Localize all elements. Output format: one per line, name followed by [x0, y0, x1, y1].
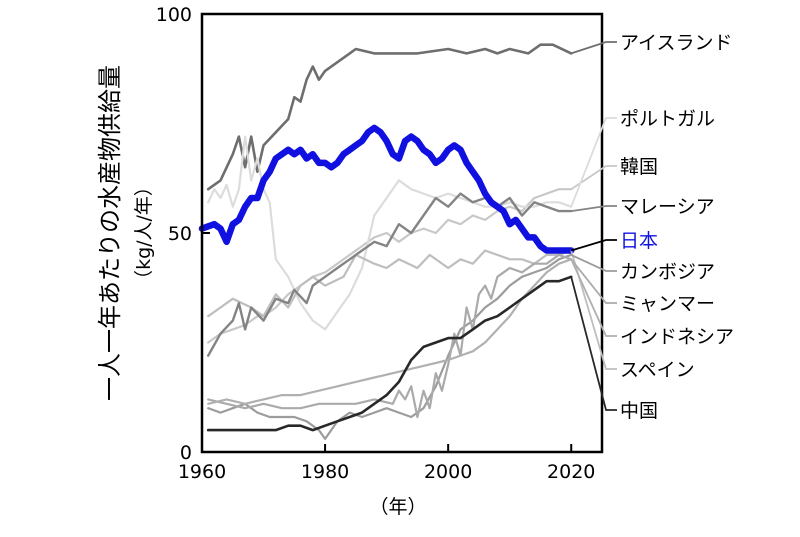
series-line-myanmar	[207, 253, 573, 419]
series-line-iceland	[206, 43, 573, 191]
plot-frame	[200, 12, 604, 454]
series-label-myanmar: ミャンマー	[620, 293, 715, 315]
leader-line-japan	[570, 239, 617, 252]
series-label-korea: 韓国	[620, 156, 658, 178]
series-label-spain: スペイン	[620, 359, 695, 381]
x-axis-label: （年）	[369, 496, 426, 518]
series-label-china: 中国	[620, 400, 658, 422]
x-tick-label: 2000	[424, 461, 472, 483]
series-line-malaysia	[207, 192, 573, 357]
leader-line-portugal	[570, 117, 617, 208]
series-line-portugal	[207, 135, 573, 331]
series-line-spain	[207, 249, 573, 318]
leader-line-korea	[570, 165, 617, 190]
y-tick-label: 0	[180, 442, 192, 464]
series-label-cambodia: カンボジア	[620, 261, 715, 283]
series-label-indonesia: インドネシア	[620, 326, 734, 348]
series-line-japan	[198, 124, 575, 254]
leader-line-china	[570, 276, 617, 411]
axes-layer: 1960 1980 2000 2020 0 50 100 （年） 一人一年あたりの水産物供給量 （…	[96, 4, 604, 518]
series-label-japan: 日本	[620, 230, 658, 252]
leader-line-indonesia	[570, 258, 617, 337]
x-tick-label: 1980	[301, 461, 349, 483]
leader-line-iceland	[570, 41, 617, 55]
leader-line-spain	[570, 250, 617, 370]
series-label-iceland: アイスランド	[620, 32, 732, 54]
y-axis-unit: （kg/人/年）	[133, 177, 155, 289]
y-axis-label: 一人一年あたりの水産物供給量	[96, 65, 124, 401]
series-line-china	[206, 275, 573, 432]
series-line-cambodia	[207, 253, 573, 440]
series-label-portugal: ポルトガル	[620, 108, 715, 130]
leader-line-cambodia	[570, 254, 617, 272]
series-label-malaysia: マレーシア	[620, 196, 715, 218]
y-tick-label: 100	[156, 4, 192, 26]
leader-line-myanmar	[570, 258, 617, 304]
x-tick-label: 1960	[178, 461, 226, 483]
y-tick-label: 50	[168, 223, 192, 245]
lines-layer	[198, 43, 575, 440]
x-tick-label: 2020	[547, 461, 595, 483]
leader-line-malaysia	[571, 205, 617, 212]
